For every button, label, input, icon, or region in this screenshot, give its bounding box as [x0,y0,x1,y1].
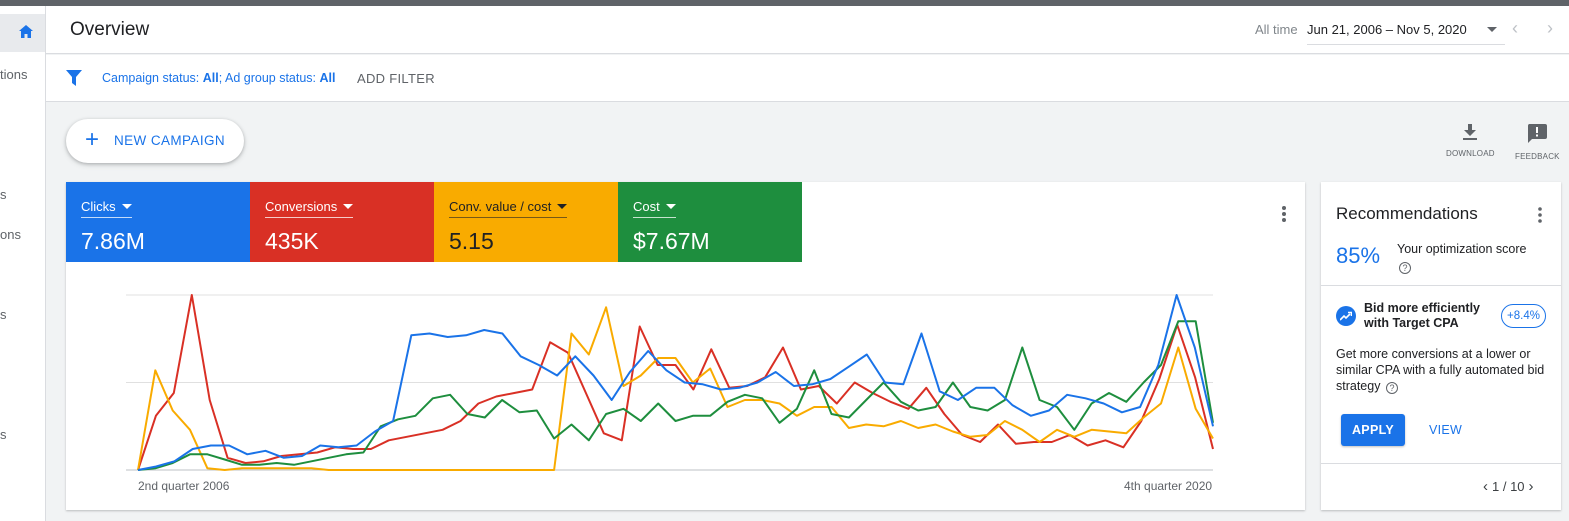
metric-selector[interactable]: Clicks [81,199,132,218]
new-campaign-button[interactable]: + NEW CAMPAIGN [66,119,244,163]
divider [1321,285,1561,286]
active-filters[interactable]: Campaign status: All; Ad group status: A… [102,71,335,85]
page-header: Overview All time Jun 21, 2006 – Nov 5, … [46,6,1569,54]
help-icon[interactable]: ? [1399,262,1411,274]
metric-tile-cost[interactable]: Cost $7.67M [618,182,802,262]
apply-button[interactable]: APPLY [1341,414,1405,446]
metric-selector[interactable]: Conv. value / cost [449,199,568,218]
recommendation-title: Bid more efficiently with Target CPA [1364,301,1480,330]
metric-value: $7.67M [633,228,710,254]
series-line-conv-value-cost [137,306,1214,471]
download-button[interactable]: DOWNLOAD [1446,124,1495,158]
recommendations-title: Recommendations [1336,204,1478,223]
add-filter-button[interactable]: ADD FILTER [357,71,435,86]
series-line-cost [137,320,1214,471]
new-campaign-label: NEW CAMPAIGN [114,133,226,148]
optimization-score: 85% [1336,243,1381,268]
recommendation-pager: ‹ 1 / 10 › [1479,478,1538,495]
nav-overview-item[interactable] [0,14,45,52]
dropdown-caret-icon [665,204,676,209]
metric-tile-conv-value-cost[interactable]: Conv. value / cost 5.15 [434,182,618,262]
series-line-conversions [137,294,1214,471]
adgroup-status-value: All [319,71,336,85]
nav-item-label[interactable]: s [0,187,7,202]
optimization-score-label: Your optimization score? [1397,242,1527,274]
help-icon[interactable]: ? [1385,382,1398,394]
more-vert-icon[interactable] [1280,204,1288,224]
metric-selector[interactable]: Cost [633,199,676,218]
nav-item-label[interactable]: ons [0,227,21,242]
page-title: Overview [70,19,150,40]
plus-icon: + [85,126,100,153]
recommendations-card: Recommendations 85% Your optimization sc… [1321,182,1561,510]
x-axis-end-label: 4th quarter 2020 [1124,479,1213,493]
metric-selector[interactable]: Conversions [265,199,354,218]
recommendation-lift-badge: +8.4% [1501,304,1546,328]
feedback-button[interactable]: FEEDBACK [1515,124,1560,161]
performance-chart-card: Clicks 7.86M Conversions 435K Conv. valu… [66,182,1305,510]
line-chart [126,294,1214,471]
dropdown-caret-icon [1487,27,1497,32]
home-icon [19,25,33,38]
metric-value: 7.86M [81,228,145,254]
filter-icon[interactable] [66,70,82,86]
previous-recommendation-icon[interactable]: ‹ [1483,478,1488,495]
feedback-icon [1528,124,1548,143]
more-vert-icon[interactable] [1536,206,1544,224]
series-line-clicks [137,294,1214,471]
adgroup-status-label: ; Ad group status: [218,71,320,85]
metric-value: 435K [265,228,319,254]
left-navigation: tions s ons s s [0,6,46,521]
previous-period-icon[interactable]: ‹ [1512,18,1518,38]
date-range-value: Jun 21, 2006 – Nov 5, 2020 [1307,22,1467,37]
x-axis-start-label: 2nd quarter 2006 [138,479,230,493]
feedback-label: FEEDBACK [1515,152,1560,161]
metric-tile-clicks[interactable]: Clicks 7.86M [66,182,250,262]
view-button[interactable]: VIEW [1429,423,1463,437]
nav-item-label[interactable]: s [0,427,7,442]
campaign-status-value: All [202,71,219,85]
browser-top-strip [0,0,1569,6]
filter-bar: Campaign status: All; Ad group status: A… [46,55,1569,102]
pager-count: 1 / 10 [1492,479,1525,494]
next-recommendation-icon[interactable]: › [1528,478,1534,495]
recommendation-description: Get more conversions at a lower or simil… [1336,347,1545,394]
dropdown-caret-icon [343,204,354,209]
nav-item-label[interactable]: tions [0,67,28,82]
campaign-status-label: Campaign status: [102,71,203,85]
nav-item-label[interactable]: s [0,307,7,322]
trending-up-icon [1336,306,1356,326]
download-label: DOWNLOAD [1446,149,1495,158]
date-preset-label: All time [1255,22,1298,37]
metric-value: 5.15 [449,228,494,254]
download-icon [1463,124,1478,140]
metric-tile-conversions[interactable]: Conversions 435K [250,182,434,262]
next-period-icon[interactable]: › [1547,18,1553,38]
divider [1321,463,1561,464]
dropdown-caret-icon [121,204,132,209]
date-range-picker[interactable]: Jun 21, 2006 – Nov 5, 2020 [1307,15,1505,45]
dropdown-caret-icon [557,204,568,209]
